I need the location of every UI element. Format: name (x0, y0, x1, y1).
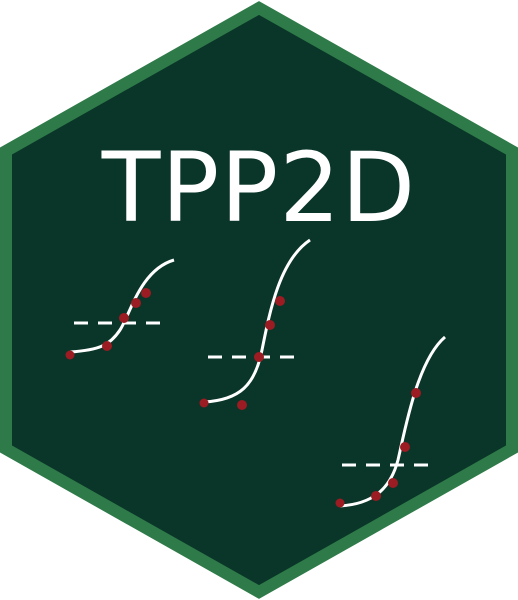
data-point-marker (66, 351, 75, 360)
data-point-marker (371, 491, 381, 501)
data-point-marker (119, 313, 129, 323)
data-point-marker (265, 320, 275, 330)
data-point-marker (102, 341, 112, 351)
data-point-marker (131, 298, 141, 308)
data-point-marker (237, 400, 247, 410)
data-point-marker (141, 288, 151, 298)
logo-title: TPP2D (101, 132, 416, 244)
hexagon-badge (6, 8, 512, 592)
data-point-marker (336, 499, 345, 508)
data-point-marker (411, 388, 421, 398)
data-point-marker (400, 442, 410, 452)
data-point-marker (388, 478, 398, 488)
data-point-marker (254, 352, 264, 362)
data-point-marker (200, 399, 209, 408)
data-point-marker (275, 296, 285, 306)
